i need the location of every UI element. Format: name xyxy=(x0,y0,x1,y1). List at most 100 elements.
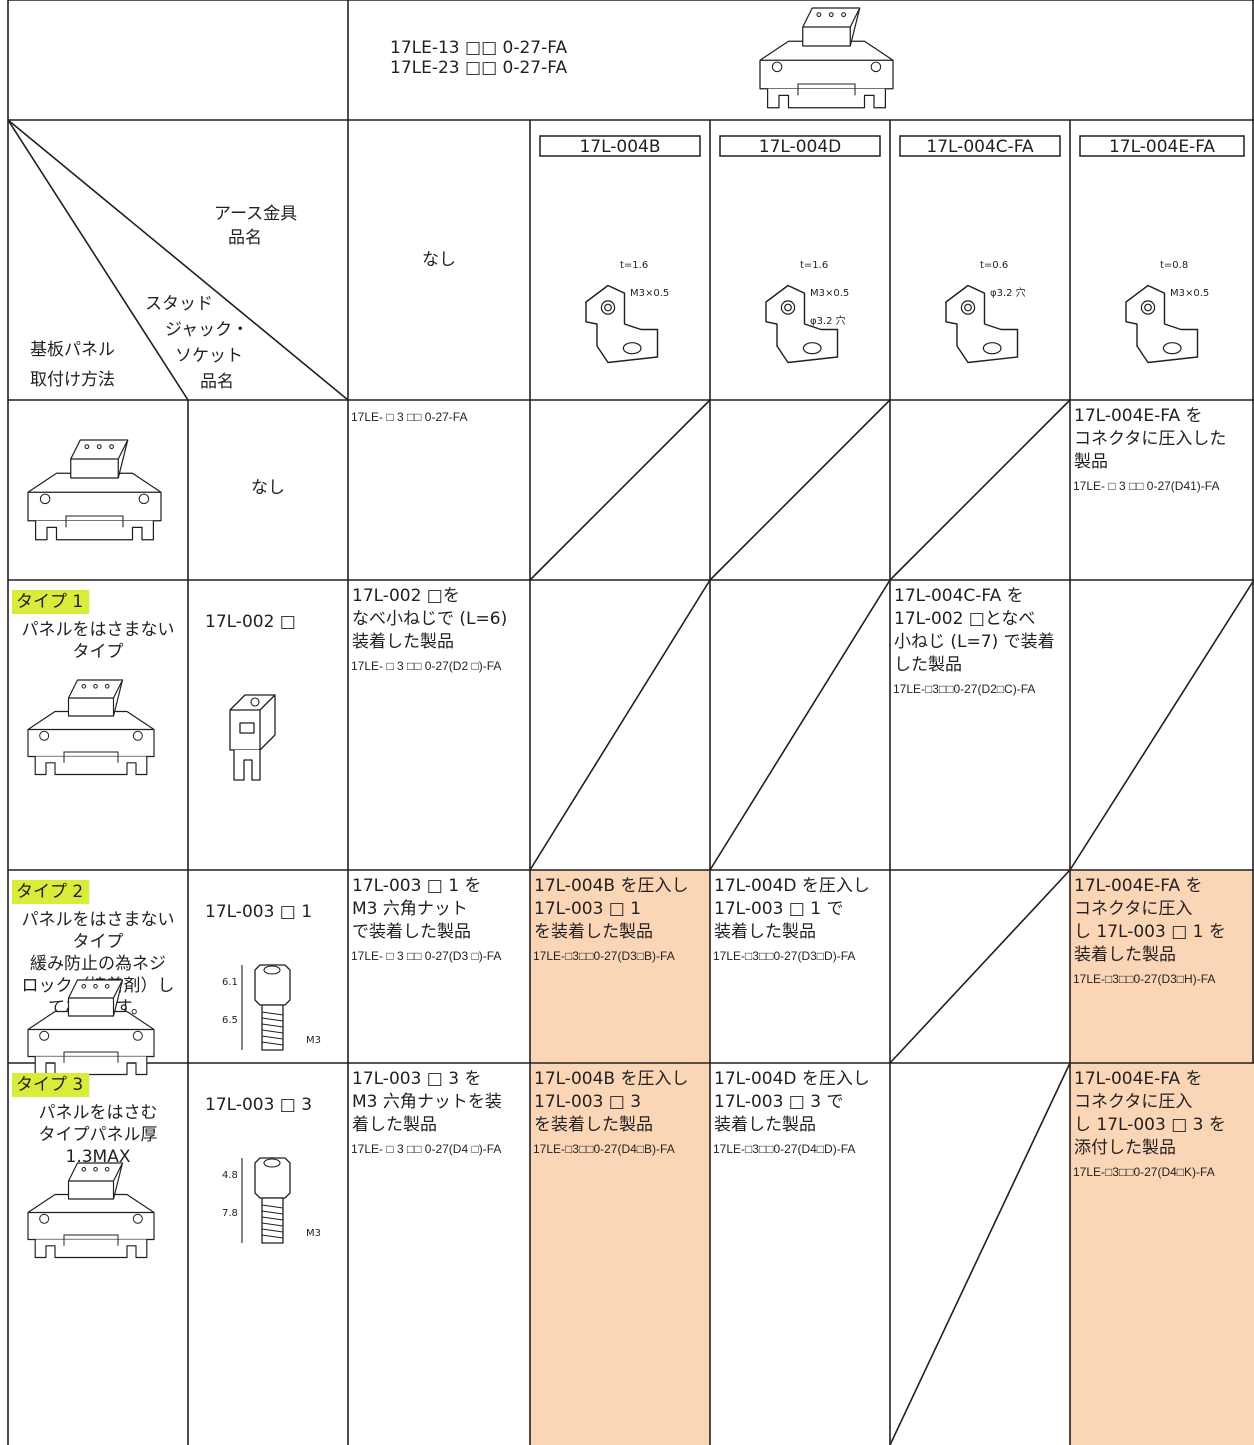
part-note: t=0.6 xyxy=(980,260,1008,271)
not-available-slash xyxy=(709,399,891,581)
panel-illustration xyxy=(27,439,162,541)
stud-illustration xyxy=(229,694,276,781)
cell-text: コネクタに圧入 xyxy=(1074,899,1192,919)
cell-text: 17L-003 □ 1 xyxy=(534,899,641,919)
cell-text: M3 六角ナット xyxy=(352,899,468,919)
stud-illustration xyxy=(254,964,291,1051)
part-note: t=0.8 xyxy=(1160,260,1188,271)
cell-text: 17L-004E-FA を xyxy=(1074,876,1203,896)
model-line: 17LE-23 □□ 0-27-FA xyxy=(390,58,567,78)
panel-description: パネルをはさまない xyxy=(22,620,175,640)
stud-name: 17L-003 □ 1 xyxy=(205,902,312,922)
cell-text: 17L-004C-FA を xyxy=(894,586,1024,606)
product-code: 17LE- □ 3 □□ 0-27-FA xyxy=(351,410,467,424)
product-code: 17LE-□3□□0-27(D2□C)-FA xyxy=(893,682,1035,696)
earth-part-name: なし xyxy=(422,250,456,270)
panel-description: タイプ xyxy=(73,642,124,662)
corner-label: 品名 xyxy=(228,228,262,248)
cell-text: 装着した製品 xyxy=(352,632,454,652)
dimension: 6.1 xyxy=(222,977,238,988)
corner-label: 基板パネル xyxy=(30,340,115,360)
cell-text: を装着した製品 xyxy=(534,922,653,942)
stud-illustration xyxy=(254,1157,291,1244)
panel-description: 1.3MAX xyxy=(66,1147,131,1167)
cell-text: 17L-003 □ 3 を xyxy=(352,1069,481,1089)
part-name-box xyxy=(1079,135,1245,157)
cell-text: 17L-003 □ 3 で xyxy=(714,1092,843,1112)
dimension: M3 xyxy=(306,1035,321,1046)
cell-text: 添付した製品 xyxy=(1074,1138,1176,1158)
product-code: 17LE-□3□□0-27(D4□K)-FA xyxy=(1073,1165,1215,1179)
product-code: 17LE-□3□□0-27(D4□B)-FA xyxy=(533,1142,675,1156)
panel-description: タイプパネル厚 xyxy=(39,1125,158,1145)
part-note: M3×0.5 xyxy=(630,288,669,299)
dimension: 7.8 xyxy=(222,1208,238,1219)
panel-illustration xyxy=(27,1162,155,1259)
type-label: タイプ 1 xyxy=(16,592,83,612)
cell-text: 17L-003 □ 1 を xyxy=(352,876,481,896)
product-code: 17LE- □ 3 □□ 0-27(D2 □)-FA xyxy=(351,659,501,673)
cell-text: 17L-002 □となべ xyxy=(894,609,1035,629)
corner-diagonal xyxy=(7,119,189,401)
product-code: 17LE- □ 3 □□ 0-27(D3 □)-FA xyxy=(351,949,501,963)
product-code: 17LE-□3□□0-27(D3□D)-FA xyxy=(713,949,855,963)
panel-description: パネルをはさむ xyxy=(39,1103,158,1123)
not-available-slash xyxy=(889,869,1071,1064)
corner-label: ジャック・ xyxy=(165,320,249,340)
part-note: t=1.6 xyxy=(800,260,828,271)
stud-name: 17L-002 □ xyxy=(205,612,296,632)
part-note: t=1.6 xyxy=(620,260,648,271)
highlight-cell xyxy=(1070,870,1254,1063)
cell-text: 小ねじ (L=7) で装着 xyxy=(894,632,1055,652)
type-label: タイプ 2 xyxy=(16,882,83,902)
type-label-bg xyxy=(12,590,90,614)
not-available-slash xyxy=(529,579,711,871)
part-note: M3×0.5 xyxy=(1170,288,1209,299)
panel-description: パネルをはさまない xyxy=(22,910,175,930)
panel-description: 緩み防止の為ネジ xyxy=(30,954,166,974)
cell-text: した製品 xyxy=(894,655,962,675)
earth-part-name: 17L-004C-FA xyxy=(926,137,1034,157)
cell-text: 17L-004B を圧入し xyxy=(534,876,688,896)
not-available-slash xyxy=(1069,579,1254,871)
cell-text: 17L-004E-FA を xyxy=(1074,1069,1203,1089)
part-note: φ3.2 穴 xyxy=(990,286,1026,299)
cell-text: 装着した製品 xyxy=(714,1115,816,1135)
corner-label: アース金具 xyxy=(214,204,297,224)
cell-text: 17L-004B を圧入し xyxy=(534,1069,688,1089)
not-available-slash xyxy=(889,399,1071,581)
cell-text: M3 六角ナットを装 xyxy=(352,1092,502,1112)
not-available-slash xyxy=(709,579,891,871)
product-code: 17LE- □ 3 □□ 0-27(D4 □)-FA xyxy=(351,1142,501,1156)
cell-text: コネクタに圧入 xyxy=(1074,1092,1192,1112)
cell-text: 17L-004E-FA を xyxy=(1074,406,1203,426)
part-note: M3×0.5 xyxy=(810,288,849,299)
not-available-slash xyxy=(889,1062,1071,1445)
stud-name: なし xyxy=(251,478,285,498)
type-label-bg xyxy=(12,880,90,904)
product-code: 17LE-□3□□0-27(D4□D)-FA xyxy=(713,1142,855,1156)
part-note: φ3.2 穴 xyxy=(810,314,846,327)
dimension: M3 xyxy=(306,1228,321,1239)
earth-part-name: 17L-004D xyxy=(759,137,841,157)
cell-text: 製品 xyxy=(1074,452,1108,472)
corner-diagonal xyxy=(7,119,349,401)
corner-label: 品名 xyxy=(200,372,234,392)
model-line: 17LE-13 □□ 0-27-FA xyxy=(390,38,567,58)
cell-text: で装着した製品 xyxy=(352,922,471,942)
part-name-box xyxy=(539,135,701,157)
cell-text: 装着した製品 xyxy=(1074,945,1176,965)
product-code: 17LE-□3□□0-27(D3□B)-FA xyxy=(533,949,675,963)
dimension: 4.8 xyxy=(222,1170,238,1181)
not-available-slash xyxy=(529,399,711,581)
highlight-cell xyxy=(530,1063,710,1445)
cell-text: 17L-004D を圧入し xyxy=(714,876,870,896)
product-code: 17LE-□3□□0-27(D3□H)-FA xyxy=(1073,972,1215,986)
product-code: 17LE- □ 3 □□ 0-27(D41)-FA xyxy=(1073,479,1219,493)
part-name-box xyxy=(899,135,1061,157)
cell-text: 17L-003 □ 1 で xyxy=(714,899,843,919)
cell-text: 着した製品 xyxy=(352,1115,437,1135)
type-label: タイプ 3 xyxy=(16,1075,83,1095)
